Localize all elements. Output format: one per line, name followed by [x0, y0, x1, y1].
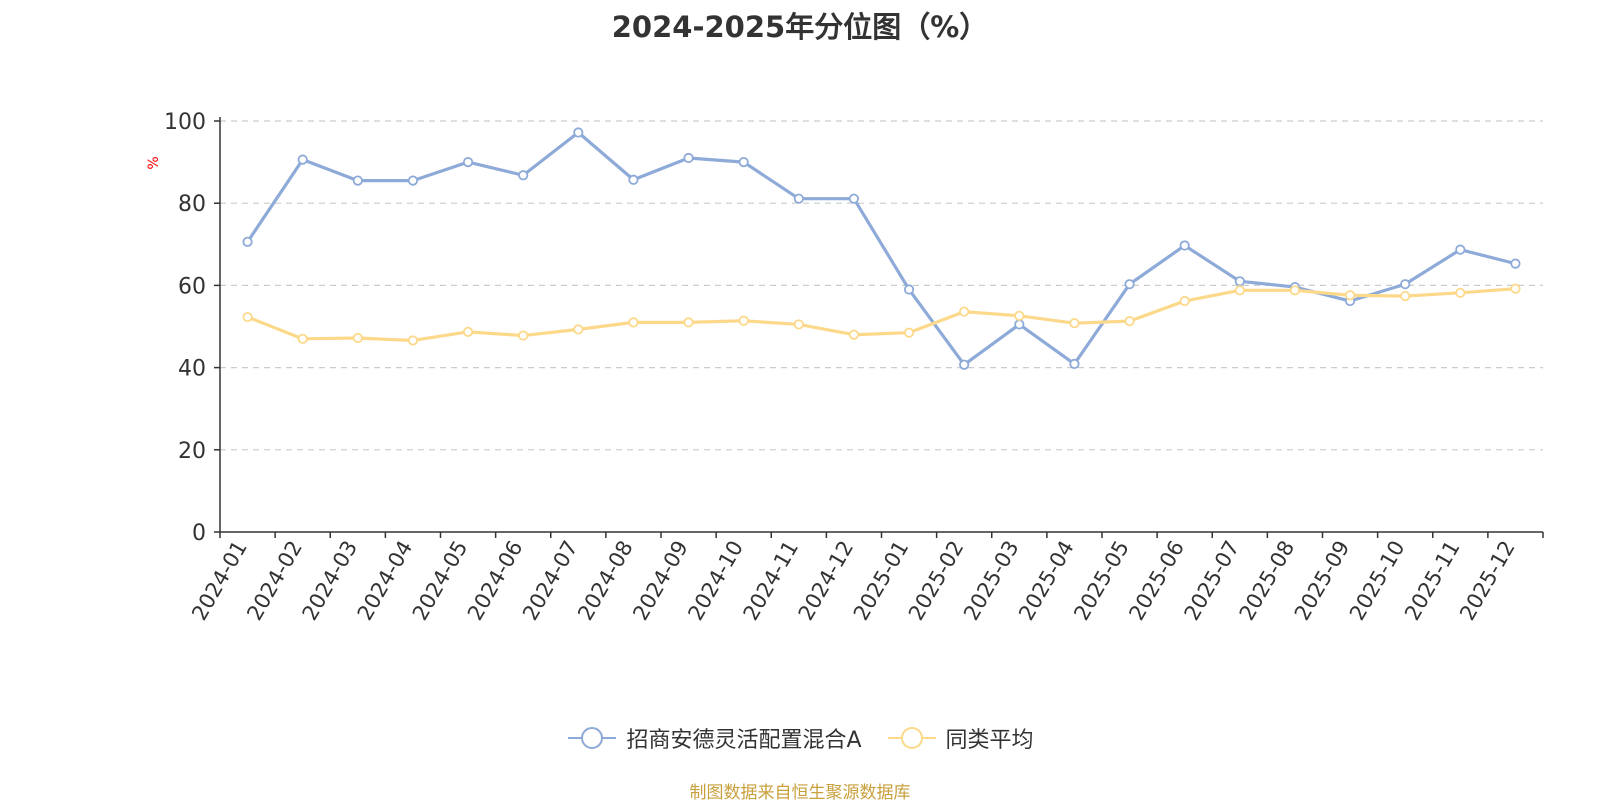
data-point-series-1 [297, 333, 308, 344]
y-tick-label: 80 [178, 192, 206, 217]
y-tick-label: 100 [164, 110, 206, 135]
legend-label-fund: 招商安德灵活配置混合A [626, 728, 862, 753]
data-point-series-1 [1014, 310, 1025, 321]
y-tick-label: 40 [178, 357, 206, 382]
gridlines [220, 120, 1543, 451]
data-point-series-1 [848, 329, 860, 340]
data-point-series-0 [738, 157, 749, 168]
data-point-series-1 [1455, 287, 1466, 298]
legend-line-circle-icon [568, 727, 617, 749]
legend: 招商安德灵活配置混合A 同类平均 [0, 722, 1600, 754]
legend-item-peer-average[interactable]: 同类平均 [886, 722, 1034, 754]
data-point-series-1 [407, 335, 419, 346]
data-point-series-0 [903, 284, 915, 295]
data-point-series-1 [1344, 290, 1356, 301]
data-point-series-0 [573, 127, 584, 138]
data-point-series-0 [462, 157, 474, 168]
y-axis-label: % [146, 156, 162, 169]
data-source-note: 制图数据来自恒生聚源数据库 [689, 783, 911, 803]
data-point-series-0 [1455, 244, 1466, 255]
y-tick-label: 0 [192, 521, 206, 546]
legend-line-circle-icon [887, 727, 936, 749]
line-chart: 0204060801002024-012024-022024-032024-04… [146, 110, 1544, 625]
data-point-series-0 [352, 175, 363, 186]
data-point-series-1 [242, 311, 253, 323]
data-point-series-0 [1014, 319, 1025, 330]
data-point-series-0 [242, 236, 253, 247]
data-point-series-1 [573, 324, 584, 335]
data-point-series-0 [518, 170, 529, 181]
data-point-series-1 [903, 327, 915, 338]
data-point-series-0 [1234, 276, 1245, 287]
data-point-series-0 [793, 193, 804, 204]
chart-title: 2024-2025年分位图（%） [611, 10, 989, 44]
legend-label-peer-average: 同类平均 [945, 728, 1034, 753]
data-point-series-0 [407, 175, 419, 186]
data-point-series-1 [1289, 285, 1301, 296]
series-line-1 [246, 287, 1516, 343]
x-tick-label: 2025-12 [1455, 537, 1520, 625]
data-point-series-0 [1510, 258, 1521, 269]
data-point-series-0 [1400, 279, 1411, 290]
series-line-0 [246, 130, 1516, 367]
data-point-series-1 [1234, 285, 1245, 296]
data-point-series-0 [297, 154, 308, 165]
data-point-series-0 [848, 193, 860, 204]
data-point-series-1 [1400, 290, 1411, 302]
data-point-series-1 [1179, 295, 1190, 307]
data-point-series-1 [1510, 283, 1521, 294]
series-lines [242, 127, 1521, 370]
data-point-series-0 [1179, 240, 1190, 251]
legend-item-fund[interactable]: 招商安德灵活配置混合A [566, 722, 862, 754]
data-point-series-1 [628, 317, 639, 328]
data-point-series-1 [462, 326, 474, 337]
data-point-series-1 [518, 330, 529, 341]
y-tick-label: 20 [178, 439, 206, 464]
axes [214, 117, 1544, 538]
data-point-series-1 [1124, 316, 1135, 327]
data-point-series-1 [352, 332, 363, 344]
data-point-series-0 [1069, 358, 1080, 370]
data-point-series-0 [628, 174, 639, 185]
y-tick-label: 60 [178, 274, 206, 299]
data-point-series-1 [738, 315, 749, 326]
data-point-series-1 [793, 319, 804, 330]
data-point-series-0 [959, 359, 970, 370]
data-point-series-1 [1069, 318, 1080, 329]
data-point-series-0 [683, 152, 694, 164]
data-point-series-1 [683, 317, 694, 328]
data-point-series-0 [1124, 279, 1135, 290]
data-point-series-1 [959, 306, 970, 317]
